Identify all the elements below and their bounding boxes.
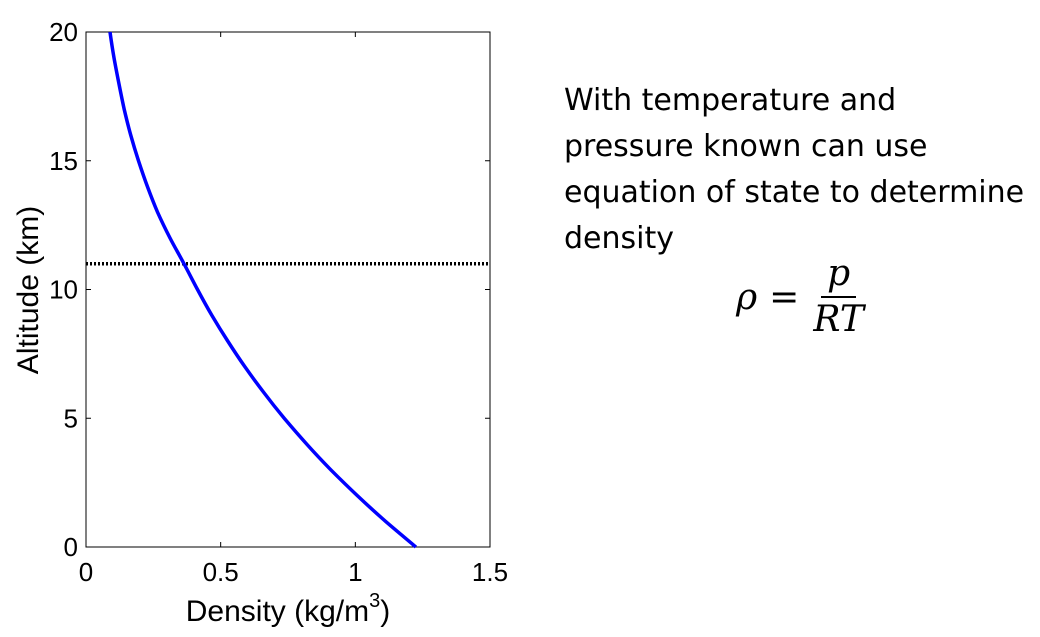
y-tick-label: 10 — [49, 275, 78, 305]
density-curve — [108, 31, 418, 549]
plot-area-frame — [85, 31, 491, 548]
x-axis-label-superscript: 3 — [369, 590, 380, 612]
explanation-text: With temperature and pressure known can … — [564, 78, 1034, 262]
x-axis-label: Density (kg/m3) — [186, 590, 391, 628]
explanation-line: equation of state to determine — [564, 175, 1025, 210]
density-altitude-chart: 0 0.5 1 1.5 0 5 10 15 20 Density (kg/m3) Altitud… — [12, 17, 508, 628]
explanation-line: density — [564, 221, 674, 256]
formula-denominator: RT — [813, 299, 864, 340]
y-tick-label: 5 — [64, 403, 78, 433]
y-tick-label: 20 — [49, 17, 78, 47]
x-tick-label: 0.5 — [203, 557, 239, 587]
x-tick-label: 0 — [79, 557, 93, 587]
formula-equals: = — [769, 276, 800, 318]
formula-numerator: p — [821, 254, 857, 298]
formula-rho: ρ — [736, 276, 758, 318]
y-axis-label: Altitude (km) — [12, 206, 45, 374]
density-formula: ρ = p RT — [736, 252, 864, 342]
y-tick-label: 0 — [64, 532, 78, 562]
explanation-line: pressure known can use — [564, 129, 928, 164]
ticks-layer: 0 0.5 1 1.5 0 5 10 15 20 — [49, 17, 508, 587]
explanation-line: With temperature and — [564, 83, 897, 118]
y-tick-label: 15 — [49, 146, 78, 176]
formula-fraction: p RT — [813, 254, 863, 340]
x-tick-label: 1.5 — [472, 557, 508, 587]
x-tick-label: 1 — [348, 557, 362, 587]
